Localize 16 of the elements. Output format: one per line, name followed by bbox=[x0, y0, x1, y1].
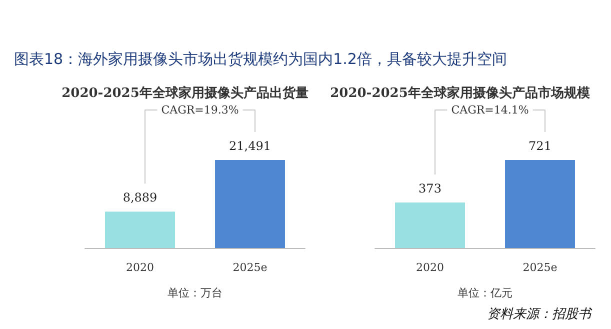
text: 单位：万台 bbox=[168, 286, 222, 300]
data-label: 8,889 bbox=[122, 190, 158, 205]
chart-title: 2020-2025年全球家用摄像头产品出货量 bbox=[62, 85, 308, 101]
x-tick-label: 2020 bbox=[126, 261, 154, 274]
data-label: 21,491 bbox=[229, 139, 271, 153]
text: 图表18：海外家用摄像头市场出货规模约为国内1.2倍，具备较大提升空间 bbox=[14, 50, 507, 69]
text: 单位：亿元 bbox=[458, 286, 512, 300]
x-tick-label: 2025e bbox=[232, 261, 268, 274]
x-tick-label: 2025e bbox=[522, 261, 558, 274]
text: 资料来源：招股书 bbox=[487, 306, 591, 323]
data-label: 373 bbox=[418, 181, 442, 196]
text: CAGR=19.3% bbox=[161, 104, 239, 116]
data-label: 721 bbox=[528, 139, 552, 153]
text: CAGR=14.1% bbox=[451, 104, 529, 116]
chart-title: 2020-2025年全球家用摄像头产品市场规模 bbox=[330, 85, 590, 101]
x-tick-label: 2020 bbox=[416, 261, 444, 274]
